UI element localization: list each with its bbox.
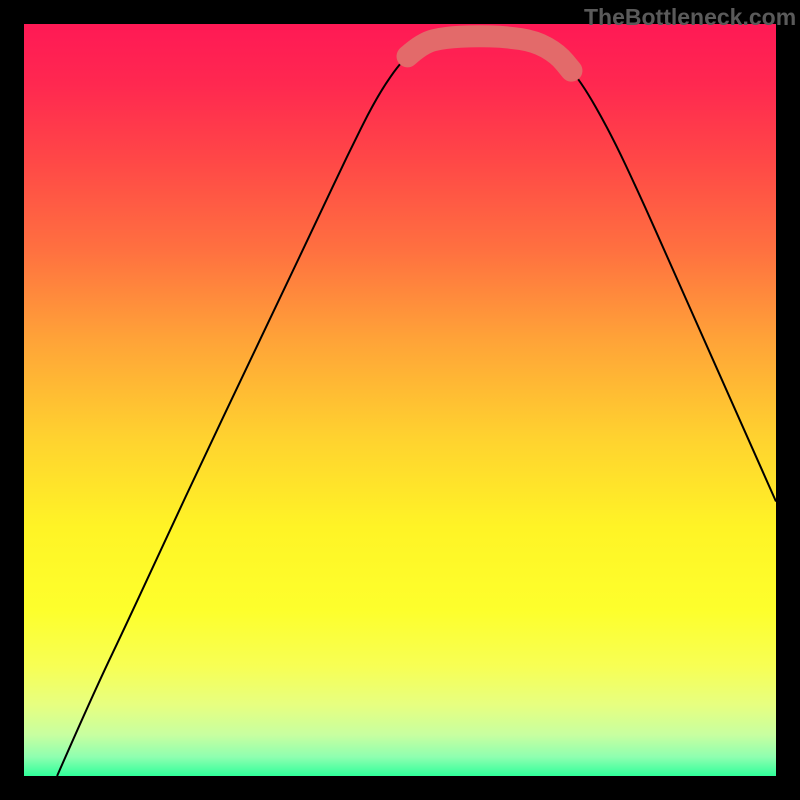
bottleneck-chart	[0, 0, 800, 800]
chart-canvas: TheBottleneck.com	[0, 0, 800, 800]
watermark-text: TheBottleneck.com	[584, 4, 796, 31]
plot-background	[24, 24, 776, 776]
